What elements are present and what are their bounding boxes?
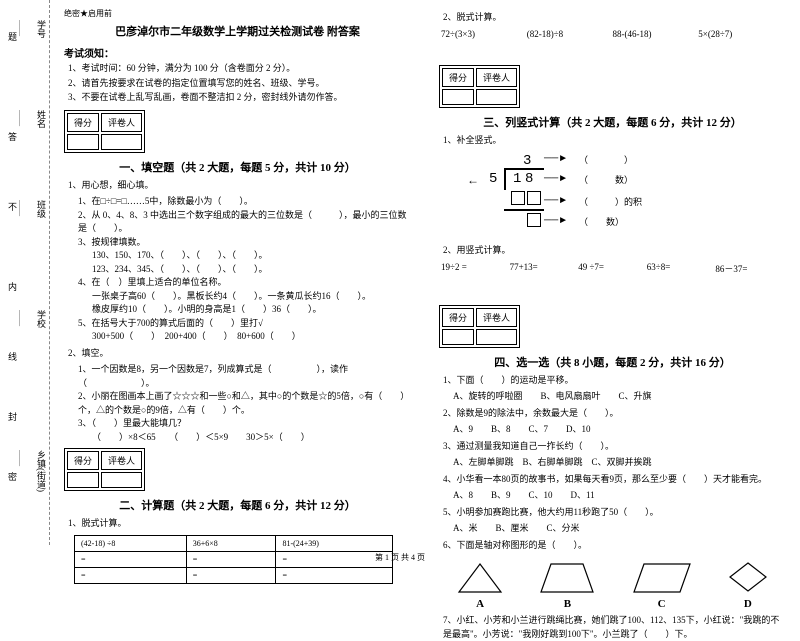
bind-fld-1: ____ [18, 110, 27, 126]
triangle-icon [455, 560, 505, 594]
choice-q1: 1、下面（ ）的运动是平移。 [443, 374, 786, 388]
fill-q1d: 4、在（ ）里填上适合的单位名称。 [78, 276, 411, 290]
fill-q1a: 1、在□÷□=□……5中，除数最小为（ ）。 [78, 195, 411, 209]
secret-label: 绝密★启用前 [64, 8, 411, 19]
notice-heading: 考试须知： [64, 45, 411, 60]
arrow-icon: ──► [544, 153, 568, 164]
trapezoid-icon [537, 560, 597, 594]
vert-q1: 1、补全竖式。 [443, 134, 786, 148]
notice-1: 1、考试时间：60 分钟，满分为 100 分（含卷面分 2 分）。 [68, 62, 411, 75]
bind-lbl-4: 乡镇(街道) [35, 450, 48, 492]
fill-q1e1: 300+500（ ） 200+400（ ） 80+600（ ） [92, 330, 411, 344]
fill-q1b: 2、从 0、4、8、3 中选出三个数字组成的最大的三位数是（ ），最小的三位数是… [78, 209, 411, 236]
shape-d: D [726, 560, 770, 610]
fill-q1c1: 130、150、170、（ ）、（ ）、（ ）。 [92, 249, 411, 263]
fill-q2a: 1、一个因数是8，另一个因数是7，列成算式是（ ），读作（ ）。 [78, 363, 411, 390]
bind-fld-0: ____ [18, 20, 27, 36]
score-box-4: 得分评卷人 [439, 305, 520, 348]
paper-title: 巴彦淖尔市二年级数学上学期过关检测试卷 附答案 [64, 23, 411, 39]
score-b: 评卷人 [101, 113, 142, 132]
vertical-diagram: 3 5 1 8 ──► （ ） ──► （ 数） ──► （ ）的积 ──► （… [469, 153, 669, 238]
fill-q1e: 5、在括号大于700的算式后面的（ ）里打√ [78, 317, 411, 331]
calc-row-1: 72÷(3×3) (82-18)÷8 88-(46-18) 5×(28÷7) [441, 29, 784, 39]
choice-q3o: A、左脚单脚跳 B、右脚单脚跳 C、双脚并挨跳 [453, 456, 786, 470]
choice-q1o: A、旋转的呼啦圈 B、电风扇扇叶 C、升旗 [453, 390, 786, 404]
bind-fld-4: ____ [18, 450, 27, 466]
seal-char-3: 内 [8, 280, 17, 293]
bind-fld-3: ____ [18, 310, 27, 326]
fill-q1d1: 一张桌子高60（ ）。黑板长约4（ ）。一条黄瓜长约16（ ）。 [92, 290, 411, 304]
fill-q2c: 3、（ ）里最大能填几？ [78, 417, 411, 431]
choice-q5: 5、小明参加赛跑比赛，他大约用11秒跑了50（ ）。 [443, 506, 786, 520]
seal-char-6: 密 [8, 470, 17, 483]
seal-char-0: 题 [8, 30, 17, 43]
shape-a: A [455, 560, 505, 610]
notice-3: 3、不要在试卷上乱写乱画，卷面不整洁扣 2 分，密封线外请勿作答。 [68, 91, 411, 104]
section-4-heading: 四、选一选（共 8 小题，每题 2 分，共计 16 分） [439, 354, 786, 370]
section-1-heading: 一、填空题（共 2 大题，每题 5 分，共计 10 分） [64, 159, 411, 175]
choice-q7: 7、小红、小芳和小兰进行跳绳比赛，她们跳了100、112、135下，小红说："我… [443, 614, 786, 641]
fill-q1d2: 橡皮厚约10（ ）。小明的身高是1（ ）36（ ）。 [92, 303, 411, 317]
seal-char-2: 不 [8, 200, 17, 213]
shape-b: B [537, 560, 597, 610]
shapes-row: A B C D [439, 560, 786, 610]
choice-q4: 4、小华看一本80页的故事书，如果每天看9页，那么至少要（ ）天才能看完。 [443, 473, 786, 487]
section-2-heading: 二、计算题（共 2 大题，每题 6 分，共计 12 分） [64, 497, 411, 513]
notice-2: 2、请首先按要求在试卷的指定位置填写您的姓名、班级、学号。 [68, 77, 411, 90]
score-box-2: 得分评卷人 [64, 448, 145, 491]
bind-lbl-2: 班级 [35, 200, 48, 218]
rhombus-icon [726, 560, 770, 594]
seal-char-5: 封 [8, 410, 17, 423]
parallelogram-icon [630, 560, 694, 594]
vert-row: 19÷2 = 77+13= 49 ÷7= 63÷8= 86－37= [441, 262, 784, 275]
choice-q5o: A、米 B、厘米 C、分米 [453, 522, 786, 536]
section-3-heading: 三、列竖式计算（共 2 大题，每题 6 分，共计 12 分） [439, 114, 786, 130]
bind-lbl-0: 学号 [35, 20, 48, 38]
seal-char-1: 答 [8, 130, 17, 143]
bind-lbl-3: 学校 [35, 310, 48, 328]
seal-char-4: 线 [8, 350, 17, 363]
page-footer: 第 1 页 共 4 页 [0, 552, 800, 563]
fill-q1: 1、用心想，细心填。 [68, 179, 411, 193]
bind-lbl-1: 姓名 [35, 110, 48, 128]
score-box-1: 得分评卷人 [64, 110, 145, 153]
fill-q1c: 3、按规律填数。 [78, 236, 411, 250]
bind-fld-2: ____ [18, 200, 27, 216]
score-box-3: 得分评卷人 [439, 65, 520, 108]
vert-q2: 2、用竖式计算。 [443, 244, 786, 258]
choice-q4o: A、8 B、9 C、10 D、11 [453, 489, 786, 503]
fill-q2b: 2、小丽在图画本上画了☆☆☆和一些○和△，其中○的个数是☆的5倍，○有（ ）个，… [78, 390, 411, 417]
fill-q1c2: 123、234、345、（ ）、（ ）、（ ）。 [92, 263, 411, 277]
shape-c: C [630, 560, 694, 610]
calc-q2: 2、脱式计算。 [443, 11, 786, 25]
score-a: 得分 [67, 113, 99, 132]
fill-q2: 2、填空。 [68, 347, 411, 361]
choice-q2o: A、9 B、8 C、7 D、10 [453, 423, 786, 437]
fill-q2c1: （ ）×8＜65 （ ）＜5×9 30＞5×（ ） [92, 431, 411, 445]
binding-margin: 学号 ____ 姓名 ____ 班级 ____ 学校 ____ 乡镇(街道) _… [0, 0, 50, 545]
calc-q1: 1、脱式计算。 [68, 517, 411, 531]
choice-q2: 2、除数是9的除法中，余数最大是（ ）。 [443, 407, 786, 421]
right-column: 2、脱式计算。 72÷(3×3) (82-18)÷8 88-(46-18) 5×… [425, 0, 800, 545]
choice-q6: 6、下面是轴对称图形的是（ ）。 [443, 539, 786, 553]
left-column: 绝密★启用前 巴彦淖尔市二年级数学上学期过关检测试卷 附答案 考试须知： 1、考… [50, 0, 425, 545]
choice-q3: 3、通过测量我知道自己一拃长约（ ）。 [443, 440, 786, 454]
